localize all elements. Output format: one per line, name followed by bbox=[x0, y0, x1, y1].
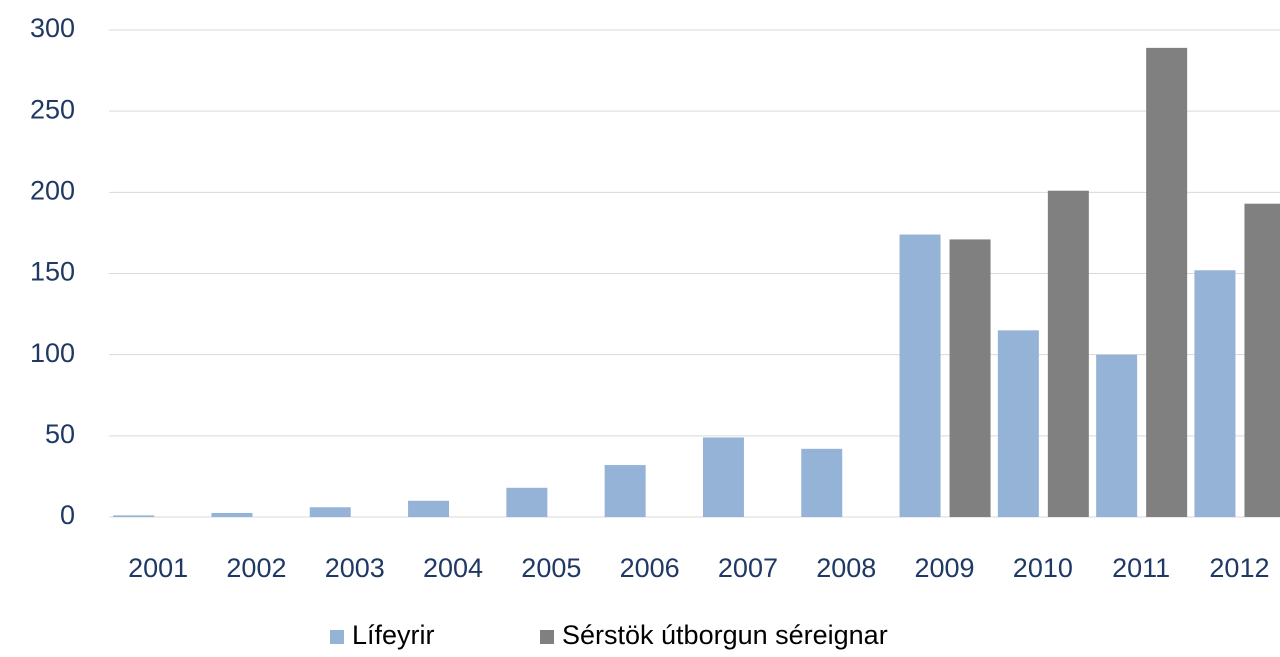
bar bbox=[899, 234, 941, 518]
y-tick-label: 100 bbox=[30, 338, 75, 368]
y-tick-label: 150 bbox=[30, 257, 75, 287]
x-tick-label: 2007 bbox=[718, 553, 778, 583]
x-tick-label: 2006 bbox=[620, 553, 680, 583]
bar bbox=[211, 512, 253, 517]
x-tick-label: 2010 bbox=[1013, 553, 1073, 583]
y-tick-label: 0 bbox=[60, 500, 75, 530]
y-tick-label: 50 bbox=[45, 419, 75, 449]
bar bbox=[408, 500, 450, 517]
y-tick-label: 250 bbox=[30, 94, 75, 124]
bar bbox=[1146, 47, 1188, 518]
bar bbox=[1194, 270, 1236, 517]
legend-swatch bbox=[330, 630, 344, 644]
bar bbox=[1047, 190, 1089, 517]
x-tick-label: 2003 bbox=[325, 553, 385, 583]
x-tick-label: 2011 bbox=[1112, 553, 1170, 583]
legend-label: Sérstök útborgun séreignar bbox=[562, 620, 888, 650]
x-tick-label: 2009 bbox=[915, 553, 975, 583]
legend-swatch bbox=[540, 630, 554, 644]
bar bbox=[702, 437, 744, 517]
x-tick-label: 2005 bbox=[521, 553, 581, 583]
legend-label: Lífeyrir bbox=[352, 620, 435, 650]
bar bbox=[1096, 354, 1138, 517]
bar bbox=[997, 330, 1039, 517]
x-tick-label: 2004 bbox=[423, 553, 483, 583]
bar bbox=[113, 515, 155, 517]
y-tick-label: 300 bbox=[30, 13, 75, 43]
x-tick-label: 2002 bbox=[226, 553, 286, 583]
bar bbox=[604, 465, 646, 517]
bar bbox=[309, 507, 351, 517]
bar bbox=[949, 239, 991, 517]
y-tick-label: 200 bbox=[30, 175, 75, 205]
x-tick-label: 2012 bbox=[1209, 553, 1269, 583]
x-tick-label: 2008 bbox=[816, 553, 876, 583]
bar bbox=[801, 448, 843, 517]
bar bbox=[1244, 203, 1280, 518]
bar bbox=[506, 487, 548, 517]
x-tick-label: 2001 bbox=[128, 553, 188, 583]
